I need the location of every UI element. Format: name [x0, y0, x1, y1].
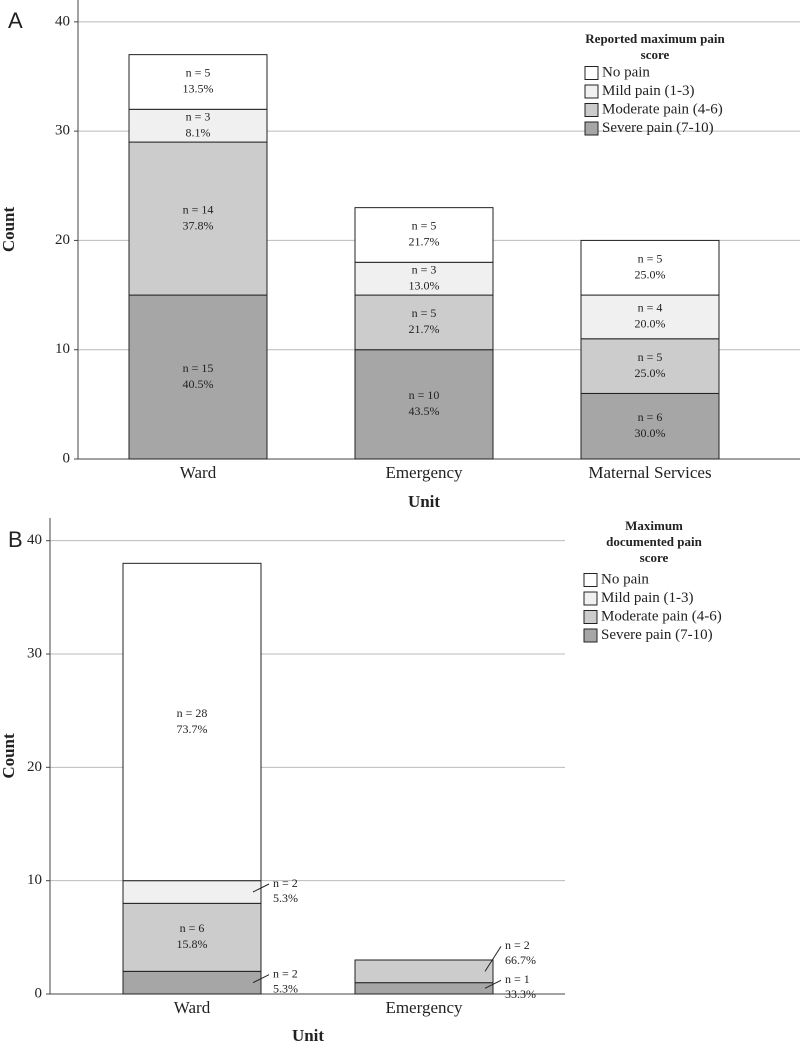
y-tick-label: 40 — [27, 532, 42, 548]
y-tick-label: 0 — [35, 985, 43, 1001]
legend-swatch — [584, 66, 599, 80]
percent-label: 21.7% — [409, 322, 440, 336]
legend-swatch — [583, 591, 598, 606]
bar-segment — [580, 338, 720, 394]
legend-label: No pain — [601, 571, 649, 587]
legend-label: No pain — [602, 64, 650, 80]
legend-swatch — [583, 628, 598, 643]
percent-label: 25.0% — [635, 366, 666, 380]
value-label: n = 2 — [505, 938, 530, 952]
bar-segment — [128, 294, 268, 460]
legend-title: Reported maximum pain — [585, 31, 725, 46]
leader-line — [252, 974, 270, 984]
percent-label: 30.0% — [635, 426, 666, 440]
y-tick-label: 0 — [63, 450, 71, 466]
percent-label: 37.8% — [183, 218, 214, 232]
value-label: n = 10 — [409, 388, 440, 402]
bar-segment — [580, 239, 720, 296]
legend-swatch — [583, 573, 598, 587]
legend-title: documented pain — [606, 534, 702, 549]
bar-segment — [354, 261, 494, 296]
value-label: n = 15 — [183, 361, 214, 375]
legend-label: Severe pain (7-10) — [601, 627, 713, 643]
x-tick-label: Ward — [174, 998, 211, 1017]
value-label: n = 4 — [638, 301, 663, 315]
legend-swatch — [584, 121, 599, 136]
y-axis-title: Count — [0, 733, 18, 779]
bar-segment — [122, 562, 262, 882]
y-tick-label: 20 — [55, 232, 70, 248]
bar-segment — [354, 982, 494, 995]
x-tick-label: Emergency — [385, 998, 463, 1017]
percent-label: 73.7% — [177, 722, 208, 736]
value-label: n = 28 — [177, 706, 208, 720]
percent-label: 66.7% — [505, 953, 536, 967]
value-label: n = 2 — [273, 876, 298, 890]
bar-segment — [354, 349, 494, 460]
panel-label: B — [8, 527, 23, 552]
legend-label: Mild pain (1-3) — [602, 83, 694, 99]
x-axis-title: Unit — [408, 492, 440, 511]
y-tick-label: 20 — [27, 759, 42, 775]
legend-swatch — [583, 610, 598, 624]
bar-segment — [122, 902, 262, 972]
percent-label: 25.0% — [635, 268, 666, 282]
legend-title: score — [641, 47, 670, 62]
percent-label: 8.1% — [186, 125, 211, 139]
legend-label: Moderate pain (4-6) — [602, 101, 723, 117]
value-label: n = 3 — [186, 109, 211, 123]
bar-segment — [354, 207, 494, 263]
value-label: n = 5 — [638, 252, 663, 266]
value-label: n = 14 — [183, 202, 214, 216]
percent-label: 13.0% — [409, 278, 440, 292]
leader-line — [252, 883, 270, 893]
value-label: n = 5 — [412, 219, 437, 233]
y-axis-title: Count — [0, 206, 18, 252]
percent-label: 40.5% — [183, 377, 214, 391]
bar-segment — [354, 294, 494, 351]
legend-label: Severe pain (7-10) — [602, 120, 714, 136]
legend-label: Moderate pain (4-6) — [601, 608, 722, 624]
y-tick-label: 40 — [55, 13, 70, 29]
percent-label: 13.5% — [183, 82, 214, 96]
percent-label: 21.7% — [409, 235, 440, 249]
bar-segment — [354, 959, 494, 984]
x-axis-title: Unit — [292, 1026, 324, 1045]
legend-title: Maximum — [625, 518, 683, 533]
value-label: n = 3 — [412, 262, 437, 276]
bar-segment — [122, 880, 262, 904]
percent-label: 5.3% — [273, 981, 298, 995]
x-tick-label: Ward — [180, 463, 217, 482]
percent-label: 33.3% — [505, 987, 536, 1001]
y-tick-label: 30 — [55, 123, 70, 139]
value-label: n = 5 — [638, 350, 663, 364]
legend-title: score — [640, 550, 669, 565]
panel-label: A — [8, 8, 23, 33]
percent-label: 15.8% — [177, 937, 208, 951]
legend-swatch — [584, 84, 599, 99]
value-label: n = 6 — [638, 410, 663, 424]
leader-line — [484, 946, 502, 972]
y-tick-label: 30 — [27, 645, 42, 661]
value-label: n = 2 — [273, 966, 298, 980]
percent-label: 43.5% — [409, 404, 440, 418]
bar-segment — [122, 970, 262, 995]
x-tick-label: Emergency — [385, 463, 463, 482]
percent-label: 20.0% — [635, 317, 666, 331]
legend-swatch — [584, 103, 599, 117]
legend-label: Mild pain (1-3) — [601, 590, 693, 606]
bar-segment — [128, 54, 268, 110]
value-label: n = 5 — [412, 306, 437, 320]
value-label: n = 5 — [186, 66, 211, 80]
leader-line — [484, 979, 502, 989]
y-tick-label: 10 — [27, 872, 42, 888]
x-tick-label: Maternal Services — [588, 463, 711, 482]
bar-segment — [128, 141, 268, 296]
percent-label: 5.3% — [273, 891, 298, 905]
value-label: n = 1 — [505, 972, 530, 986]
value-label: n = 6 — [180, 921, 205, 935]
y-tick-label: 10 — [55, 341, 70, 357]
bar-segment — [580, 294, 720, 340]
